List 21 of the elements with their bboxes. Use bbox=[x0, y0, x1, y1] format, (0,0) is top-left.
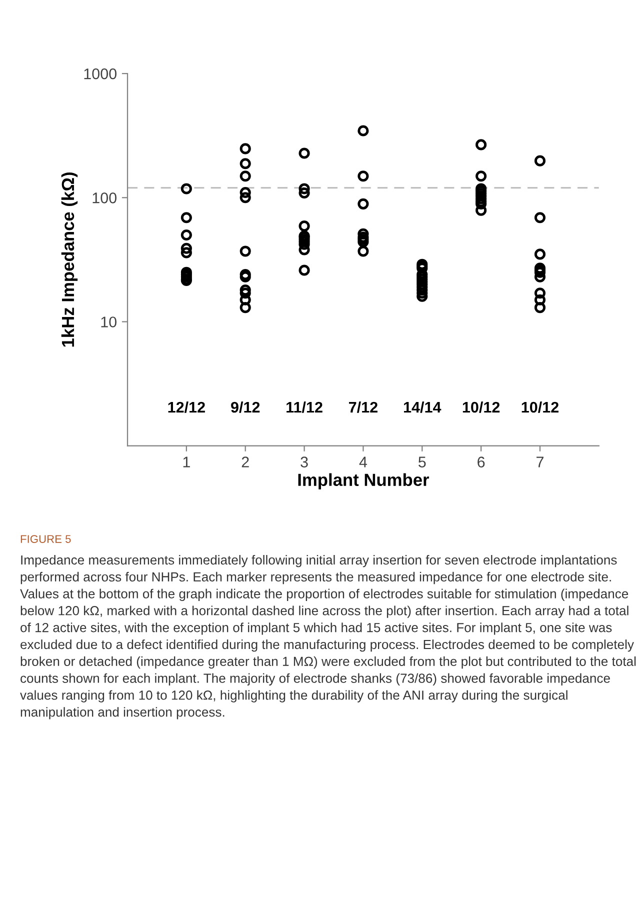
annotation: 12/12 bbox=[168, 401, 205, 413]
annotation: 9/12 bbox=[231, 401, 260, 413]
annotation: 14/14 bbox=[404, 401, 442, 413]
y-tick-label: 100 bbox=[92, 192, 116, 204]
x-axis-title: Implant Number bbox=[298, 473, 430, 490]
y-tick-label: 10 bbox=[101, 316, 116, 328]
x-tick-label: 6 bbox=[478, 456, 485, 468]
x-tick-label: 5 bbox=[418, 456, 426, 468]
y-tick-label: 1000 bbox=[84, 68, 116, 80]
x-tick-label: 4 bbox=[359, 456, 368, 468]
annotation: 7/12 bbox=[349, 401, 378, 413]
text: Impedance measurements immediately following initial array insertion for seven electrode implantations performed across four NHPs. Each marker represents the measured impedance for one electrode site. Values at the bottom of the graph indicate the proportion of electrodes suitable for stimulation (impedance below 120 kΩ, marked with a horizontal dashed line across the plot) after insertion. Each array had a total of 12 active sites, with the exception of implant 5 which had 15 active sites. For implant 5, one site was excluded due to a defect identified during the manufacturing process. Electrodes deemed to be completely broken or detached (impedance greater than 1 MΩ) were excluded from the plot but contributed to the total counts shown for each implant. The majority of electrode shanks (73/86) showed favorable impedance values ranging from 10 to 120 kΩ, highlighting the durability of the ANI array during the surgical manipulation and insertion process. bbox=[20, 555, 636, 720]
x-tick-label: 1 bbox=[183, 456, 190, 468]
y-axis-title: 1kHz Impedance (kΩ) bbox=[61, 172, 78, 347]
annotation: 10/12 bbox=[522, 401, 558, 413]
x-tick-label: 7 bbox=[536, 456, 544, 468]
annotation: 11/12 bbox=[286, 401, 322, 413]
x-tick-label: 3 bbox=[300, 456, 308, 468]
caption: FIGURE 5 bbox=[20, 535, 71, 543]
x-tick-label: 2 bbox=[242, 456, 249, 468]
annotation: 10/12 bbox=[462, 401, 500, 413]
